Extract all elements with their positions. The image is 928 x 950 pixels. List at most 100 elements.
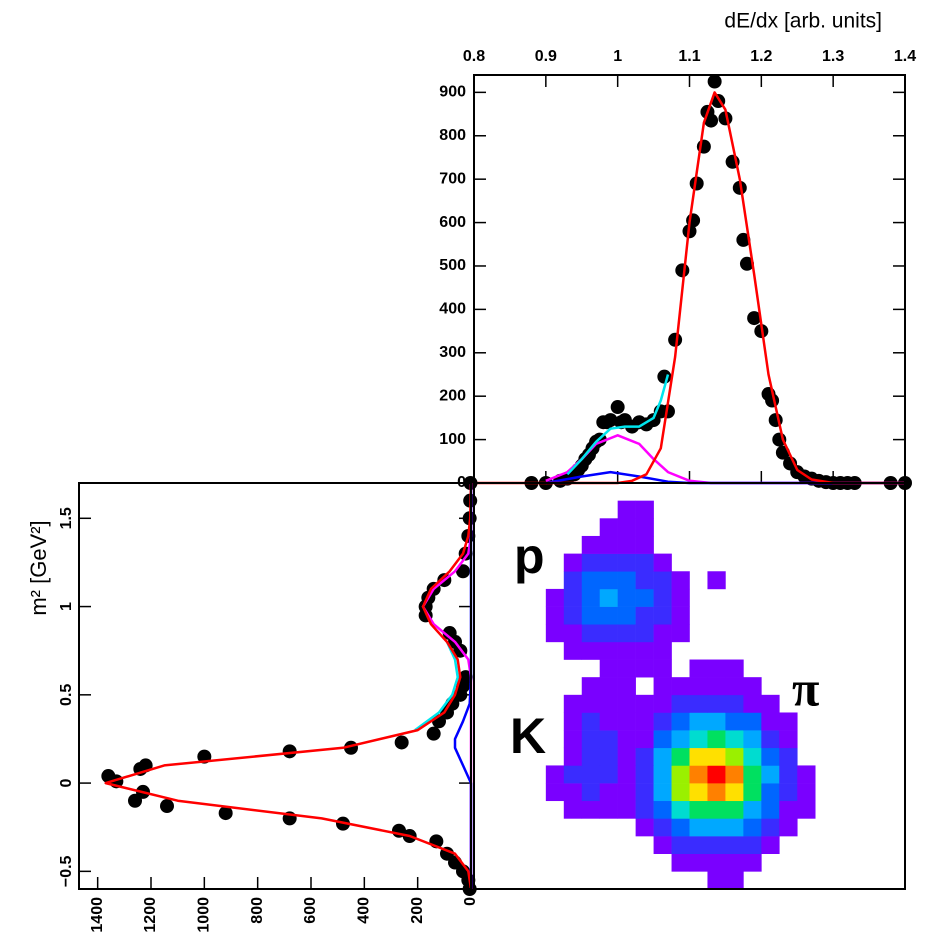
heat-cell (815, 518, 833, 536)
heat-cell (743, 712, 762, 731)
frame (473, 74, 906, 484)
heat-cell (761, 818, 780, 837)
heat-cell (654, 501, 672, 519)
data-point (732, 180, 747, 195)
heat-cell (779, 501, 797, 519)
heat-cell (743, 607, 761, 625)
heat-cell (564, 536, 582, 554)
heat-cell (761, 571, 779, 589)
heat-cell (743, 589, 761, 607)
heat-cell (635, 624, 654, 643)
heat-cell (815, 818, 833, 836)
heat-cell (600, 854, 618, 872)
heat-cell (672, 518, 690, 536)
heat-cell (797, 748, 815, 766)
heat-cell (779, 518, 797, 536)
frame (78, 482, 472, 890)
heat-cell (581, 641, 601, 660)
y-tick-label: 0.5 (58, 684, 75, 706)
heat-cell (563, 712, 583, 731)
heat-cell (671, 783, 690, 802)
y-axis-title: m² [GeV²] (26, 520, 51, 615)
heat-cell (672, 501, 690, 519)
heat-cell (761, 642, 779, 660)
heat-cell (672, 871, 690, 889)
data-point (736, 232, 751, 247)
heat-cell (707, 853, 726, 872)
heat-cell (582, 518, 600, 536)
heat-cell (581, 694, 601, 713)
heat-cell (779, 800, 798, 819)
heat-cell (546, 871, 564, 889)
heat-cell (653, 836, 672, 854)
heat-cell (761, 589, 779, 607)
heat-cell (671, 853, 690, 872)
heat-cell (761, 730, 780, 749)
annotation: K (510, 708, 546, 764)
heat-cell (618, 854, 636, 872)
heat-cell (600, 871, 618, 889)
heat-cell (671, 694, 690, 713)
heat-cell (617, 571, 636, 590)
heat-cell (689, 659, 708, 678)
heat-cell (725, 659, 744, 678)
heat-cell (725, 571, 743, 589)
x-tick-label: 1.4 (894, 48, 916, 65)
heat-cell (635, 694, 654, 713)
heat-cell (617, 694, 636, 713)
heat-cell (581, 588, 601, 607)
heat-cell (725, 518, 743, 536)
heat-cell (815, 871, 833, 889)
heat-cell (546, 801, 564, 819)
heat-cell (618, 871, 636, 889)
heat-cell (599, 800, 618, 819)
heat-cell (546, 748, 564, 766)
heat-cell (636, 677, 654, 695)
data-point (426, 726, 441, 741)
heat-cell (599, 730, 618, 749)
heat-cell (671, 588, 690, 607)
heat-cell (690, 642, 708, 660)
heat-cell (797, 501, 815, 519)
frame (473, 482, 906, 890)
heat-cell (671, 712, 690, 731)
heat-cell (689, 765, 708, 784)
heat-cell (797, 554, 815, 572)
heat-cell (761, 747, 780, 766)
data-point (282, 744, 297, 759)
heat-cell (815, 730, 833, 748)
heat-cell (546, 642, 564, 660)
heat-cell (743, 518, 761, 536)
heat-cell (581, 624, 601, 643)
heat-cell (779, 854, 797, 872)
heat-cell (617, 588, 636, 607)
heat-cell (743, 871, 761, 889)
heat-cell (761, 694, 780, 713)
heat-cell (653, 659, 672, 678)
heat-cell (743, 660, 761, 678)
heat-cell (815, 554, 833, 572)
x-tick-label: 0.9 (535, 48, 557, 65)
heat-cell (707, 871, 726, 890)
heat-cell (545, 606, 565, 625)
heat-cell (617, 747, 636, 766)
heat-cell (599, 783, 618, 802)
heat-cell (654, 536, 672, 554)
heat-cell (545, 588, 565, 607)
heat-cell (546, 730, 564, 748)
heat-cell (546, 818, 564, 836)
heat-cell (636, 871, 654, 889)
heat-cell (743, 624, 761, 642)
heat-cell (690, 554, 708, 572)
heat-cell (707, 694, 726, 713)
heat-cell (564, 871, 582, 889)
heat-cell (725, 765, 744, 784)
heat-cell (653, 747, 672, 766)
data-point (442, 626, 457, 641)
heat-cell (564, 518, 582, 536)
heat-cell (635, 730, 654, 749)
heat-cell (635, 606, 654, 625)
x-tick-label: 1 (613, 48, 622, 65)
heat-cell (707, 589, 725, 607)
heat-cell (779, 783, 798, 802)
